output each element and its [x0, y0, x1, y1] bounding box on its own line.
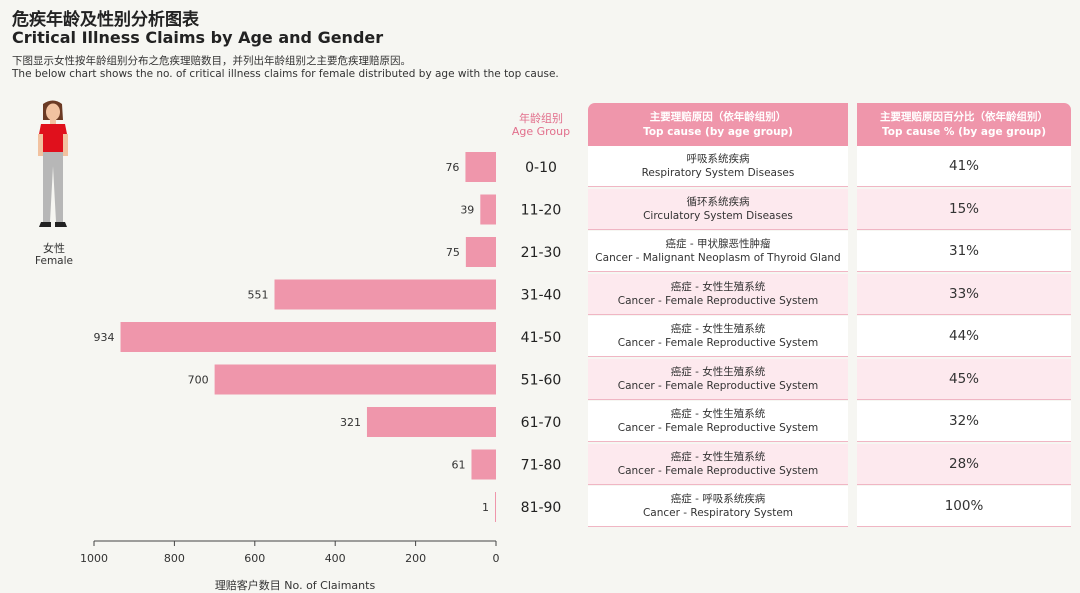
x-tick-label-600: 600: [244, 552, 265, 565]
cause-zh: 癌症 - 甲状腺恶性肿瘤: [665, 238, 771, 250]
data-label-0-10: 76: [445, 161, 459, 174]
table-row: 癌症 - 女性生殖系统 Cancer - Female Reproductive…: [588, 273, 1071, 317]
pct-cell: 45%: [857, 358, 1071, 400]
top-cause-pct-header-zh: 主要理赔原因百分比（依年龄组别）: [880, 110, 1048, 123]
pct-cell: 41%: [857, 146, 1071, 187]
cause-cell: 循环系统疾病 Circulatory System Diseases: [588, 188, 848, 230]
cause-cell: 癌症 - 女性生殖系统 Cancer - Female Reproductive…: [588, 443, 848, 485]
x-tick-label-400: 400: [325, 552, 346, 565]
age-group-header-en: Age Group: [511, 125, 571, 138]
female-person-icon: [38, 100, 68, 227]
cause-cell: 癌症 - 女性生殖系统 Cancer - Female Reproductive…: [588, 401, 848, 442]
table-row: 癌症 - 甲状腺恶性肿瘤 Cancer - Malignant Neoplasm…: [588, 231, 1071, 274]
table-row: 癌症 - 女性生殖系统 Cancer - Female Reproductive…: [588, 443, 1071, 487]
cause-en: Circulatory System Diseases: [643, 209, 793, 222]
age-label-61-70: 61-70: [521, 415, 562, 431]
bar-11-20: [480, 194, 496, 225]
pct-cell: 15%: [857, 188, 1071, 230]
cause-en: Cancer - Female Reproductive System: [617, 379, 819, 392]
x-tick-label-0: 0: [493, 552, 500, 565]
data-label-61-70: 321: [340, 416, 361, 429]
age-label-21-30: 21-30: [521, 245, 562, 261]
pct-cell: 44%: [857, 316, 1071, 357]
cause-table: 呼吸系统疾病 Respiratory System Diseases 41% 循…: [588, 146, 1071, 529]
data-label-11-20: 39: [460, 204, 474, 217]
cause-cell: 癌症 - 甲状腺恶性肿瘤 Cancer - Malignant Neoplasm…: [588, 231, 848, 272]
table-row: 癌症 - 女性生殖系统 Cancer - Female Reproductive…: [588, 358, 1071, 402]
cause-zh: 癌症 - 女性生殖系统: [670, 408, 766, 420]
table-row: 癌症 - 呼吸系统疾病 Cancer - Respiratory System …: [588, 486, 1071, 529]
data-label-31-40: 551: [247, 289, 268, 302]
cause-en: Cancer - Malignant Neoplasm of Thyroid G…: [595, 252, 841, 264]
age-label-0-10: 0-10: [525, 160, 557, 176]
top-cause-pct-header: 主要理赔原因百分比（依年龄组别） Top cause % (by age gro…: [857, 103, 1071, 146]
data-label-71-80: 61: [451, 459, 465, 472]
x-tick-label-200: 200: [405, 552, 426, 565]
top-cause-header: 主要理赔原因（依年龄组别） Top cause (by age group): [588, 103, 848, 146]
data-label-41-50: 934: [94, 331, 115, 344]
description-en: The below chart shows the no. of critica…: [12, 68, 559, 80]
x-axis-label: 理赔客户数目 No. of Claimants: [214, 579, 376, 592]
age-label-41-50: 41-50: [521, 330, 562, 346]
cause-zh: 循环系统疾病: [686, 195, 750, 208]
x-tick-label-800: 800: [164, 552, 185, 565]
pct-cell: 32%: [857, 401, 1071, 442]
bar-81-90: [495, 492, 496, 522]
pct-cell: 28%: [857, 443, 1071, 485]
bar-51-60: [214, 364, 496, 395]
cause-en: Respiratory System Diseases: [641, 167, 795, 179]
age-label-81-90: 81-90: [521, 500, 562, 516]
cause-zh: 癌症 - 女性生殖系统: [670, 323, 766, 335]
bar-61-70: [366, 407, 496, 437]
age-label-11-20: 11-20: [521, 203, 562, 219]
bar-41-50: [120, 322, 497, 352]
age-group-header-zh: 年龄组别: [519, 112, 563, 125]
female-label-en: Female: [35, 255, 73, 267]
cause-en: Cancer - Female Reproductive System: [617, 464, 819, 477]
top-cause-pct-header-en: Top cause % (by age group): [881, 125, 1047, 138]
page-title-en: Critical Illness Claims by Age and Gende…: [12, 28, 384, 47]
age-label-71-80: 71-80: [521, 458, 562, 474]
cause-en: Cancer - Respiratory System: [642, 507, 794, 519]
pct-cell: 33%: [857, 273, 1071, 315]
page-title-zh: 危疾年龄及性别分析图表: [12, 10, 199, 30]
data-label-51-60: 700: [188, 374, 209, 387]
age-label-31-40: 31-40: [521, 288, 562, 304]
cause-zh: 癌症 - 呼吸系统疾病: [670, 493, 766, 505]
pct-cell: 100%: [857, 486, 1071, 527]
table-row: 癌症 - 女性生殖系统 Cancer - Female Reproductive…: [588, 316, 1071, 359]
top-cause-header-en: Top cause (by age group): [643, 125, 793, 138]
table-row: 循环系统疾病 Circulatory System Diseases 15%: [588, 188, 1071, 232]
female-label-zh: 女性: [43, 242, 65, 255]
claims-bar-chart: 76 0-10 39 11-20 75 21-30 551 31-40 934 41-50 700 5…: [80, 152, 562, 565]
description-zh: 下图显示女性按年龄组别分布之危疾理赔数目，并列出年龄组别之主要危疾理赔原因。: [12, 55, 411, 67]
bar-31-40: [274, 279, 496, 310]
bar-21-30: [465, 237, 496, 267]
cause-zh: 癌症 - 女性生殖系统: [670, 450, 766, 463]
table-row: 癌症 - 女性生殖系统 Cancer - Female Reproductive…: [588, 401, 1071, 444]
bar-71-80: [471, 449, 496, 480]
cause-en: Cancer - Female Reproductive System: [617, 422, 819, 434]
cause-cell: 癌症 - 女性生殖系统 Cancer - Female Reproductive…: [588, 316, 848, 357]
bar-0-10: [465, 152, 496, 182]
data-label-21-30: 75: [446, 246, 460, 259]
table-row: 呼吸系统疾病 Respiratory System Diseases 41%: [588, 146, 1071, 189]
cause-cell: 癌症 - 呼吸系统疾病 Cancer - Respiratory System: [588, 486, 848, 527]
top-cause-header-zh: 主要理赔原因（依年龄组别）: [649, 110, 787, 123]
cause-en: Cancer - Female Reproductive System: [617, 294, 819, 307]
x-tick-label-1000: 1000: [80, 552, 108, 565]
cause-en: Cancer - Female Reproductive System: [617, 337, 819, 349]
cause-cell: 癌症 - 女性生殖系统 Cancer - Female Reproductive…: [588, 358, 848, 400]
cause-cell: 癌症 - 女性生殖系统 Cancer - Female Reproductive…: [588, 273, 848, 315]
pct-cell: 31%: [857, 231, 1071, 272]
cause-zh: 癌症 - 女性生殖系统: [670, 280, 766, 293]
cause-cell: 呼吸系统疾病 Respiratory System Diseases: [588, 146, 848, 187]
cause-zh: 癌症 - 女性生殖系统: [670, 365, 766, 378]
data-label-81-90: 1: [482, 501, 489, 514]
cause-zh: 呼吸系统疾病: [686, 153, 750, 165]
age-label-51-60: 51-60: [521, 373, 562, 389]
